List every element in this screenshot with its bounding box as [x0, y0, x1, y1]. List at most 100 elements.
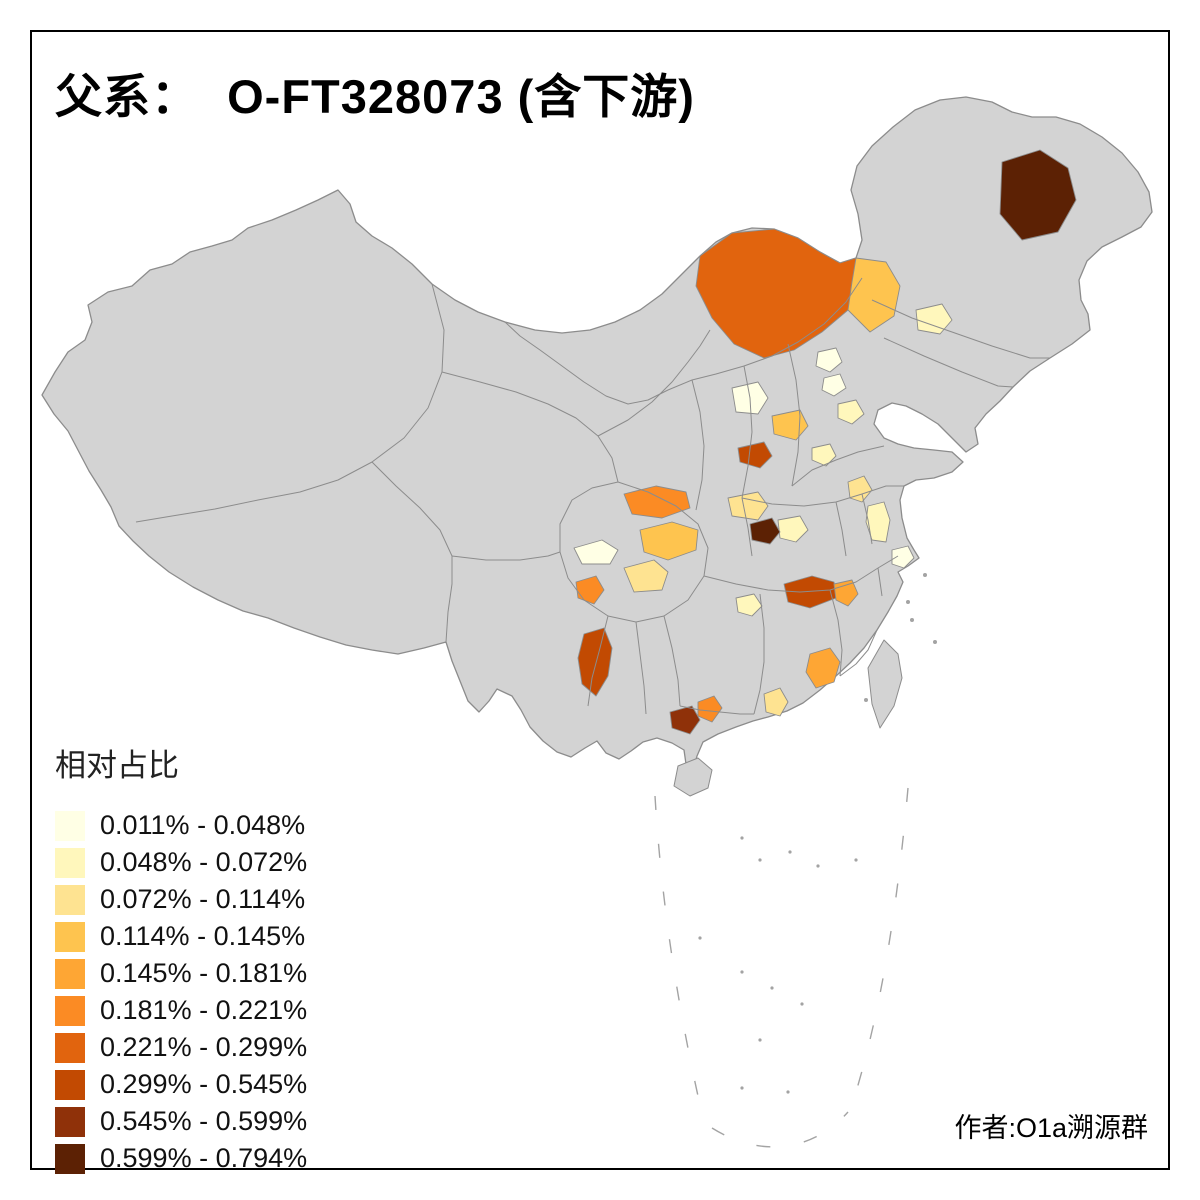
province-border [679, 705, 754, 715]
colored-region [727, 491, 769, 521]
legend-swatch [55, 958, 85, 989]
colored-region [837, 399, 865, 425]
legend-row: 0.048% - 0.072% [55, 844, 307, 881]
coastal-island-dot [906, 600, 910, 604]
colored-region [811, 443, 837, 467]
legend-title: 相对占比 [55, 748, 179, 783]
attribution: 作者:O1a溯源群 [954, 1113, 1148, 1143]
province-border [741, 365, 753, 499]
colored-regions [573, 149, 1077, 735]
legend-swatch [55, 921, 85, 952]
legend: 相对占比 0.011% - 0.048% 0.048% - 0.072% 0.072… [55, 740, 307, 1177]
colored-region [891, 545, 915, 569]
nine-dash-segment [711, 1111, 849, 1148]
sea-island-dot [770, 986, 774, 990]
sea-island-dot [788, 850, 792, 854]
legend-swatch [55, 884, 85, 915]
colored-region [735, 593, 763, 617]
colored-region [749, 517, 781, 545]
sea-island-dot [698, 936, 702, 940]
legend-swatch [55, 1032, 85, 1063]
colored-region [865, 501, 891, 543]
colored-region [573, 539, 619, 565]
legend-row: 0.181% - 0.221% [55, 992, 307, 1029]
coastal-island-dot [933, 640, 937, 644]
sea-island-dot [740, 836, 744, 840]
legend-label: 0.114% - 0.145% [100, 921, 306, 951]
nine-dash-segment [654, 795, 701, 1106]
colored-region [805, 647, 841, 689]
province-border [871, 299, 1050, 359]
province-border [504, 277, 863, 405]
legend-swatch [55, 810, 85, 841]
legend-row: 0.011% - 0.048% [55, 807, 307, 844]
sea-island-dot [854, 858, 858, 862]
legend-label: 0.221% - 0.299% [100, 1032, 308, 1062]
coastal-island-dot [923, 573, 927, 577]
nine-dash-segment [851, 787, 909, 1106]
colored-region [821, 373, 847, 397]
sea-island-dot [758, 858, 762, 862]
colored-region [915, 303, 953, 335]
legend-items: 0.011% - 0.048% 0.048% - 0.072% 0.072% - 0… [55, 807, 307, 1177]
legend-label: 0.599% - 0.794% [100, 1143, 308, 1173]
legend-swatch [55, 1143, 85, 1174]
taiwan-island [867, 639, 903, 729]
province-border [877, 567, 883, 597]
province-border [835, 501, 847, 557]
colored-region [669, 705, 701, 735]
colored-region [577, 627, 613, 697]
province-border [753, 593, 765, 715]
province-border [441, 371, 619, 483]
legend-label: 0.181% - 0.221% [100, 995, 308, 1025]
legend-swatch [55, 1106, 85, 1137]
province-border [791, 445, 885, 487]
sea-island-dot [740, 1086, 744, 1090]
sea-island-dot [816, 864, 820, 868]
coastal-island-dot [910, 618, 914, 622]
legend-label: 0.545% - 0.599% [100, 1106, 308, 1136]
legend-label: 0.072% - 0.114% [100, 884, 306, 914]
legend-row: 0.299% - 0.545% [55, 1066, 307, 1103]
colored-region [623, 485, 691, 519]
province-border [839, 629, 878, 677]
legend-label: 0.048% - 0.072% [100, 847, 308, 877]
colored-region [737, 441, 773, 469]
province-border [703, 555, 899, 593]
province-border [451, 551, 561, 561]
legend-label: 0.011% - 0.048% [100, 810, 306, 840]
sea-island-dot [800, 1002, 804, 1006]
province-borders [135, 277, 1050, 715]
province-border [635, 621, 647, 715]
province-border [587, 615, 609, 707]
colored-region [575, 575, 605, 605]
colored-region [639, 521, 699, 561]
colored-region [777, 515, 809, 543]
hainan-island [673, 757, 713, 797]
colored-region [999, 149, 1077, 241]
province-border [663, 615, 681, 707]
colored-region [847, 257, 901, 333]
province-border [741, 497, 753, 557]
colored-region [847, 475, 873, 503]
sea-islets [698, 836, 858, 1094]
sea-island-dot [740, 970, 744, 974]
province-border [883, 337, 1014, 388]
legend-row: 0.114% - 0.145% [55, 918, 307, 955]
province-border [691, 379, 705, 511]
province-border [597, 329, 711, 437]
sea-island-dot [786, 1090, 790, 1094]
nine-dash-line [654, 787, 909, 1148]
legend-row: 0.072% - 0.114% [55, 881, 307, 918]
colored-region [697, 695, 723, 723]
legend-swatch [55, 1069, 85, 1100]
legend-swatch [55, 995, 85, 1026]
colored-region [815, 347, 843, 373]
legend-row: 0.145% - 0.181% [55, 955, 307, 992]
legend-row: 0.599% - 0.794% [55, 1140, 307, 1177]
legend-label: 0.145% - 0.181% [100, 958, 308, 988]
legend-row: 0.545% - 0.599% [55, 1103, 307, 1140]
legend-swatch [55, 847, 85, 878]
coastal-island-dot [864, 698, 868, 702]
